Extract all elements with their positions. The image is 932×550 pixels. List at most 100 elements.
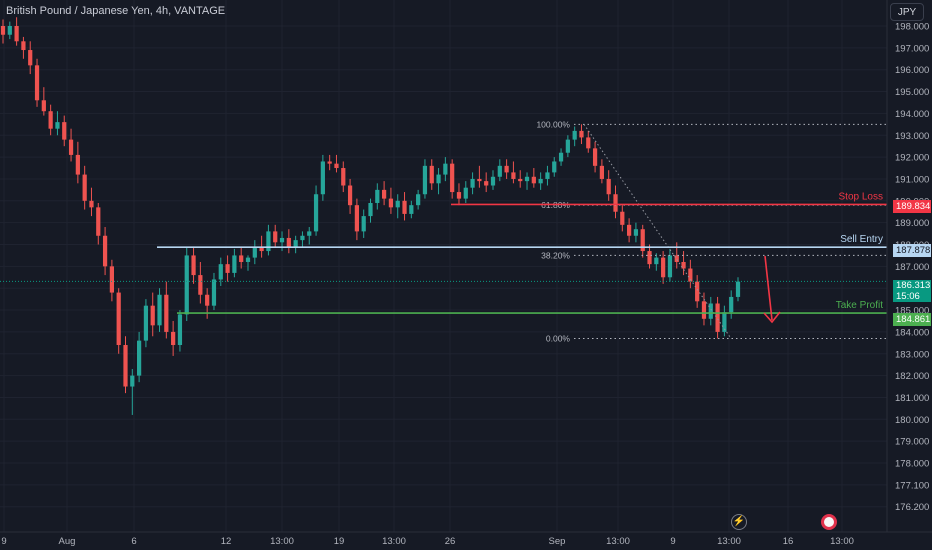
candle-body xyxy=(307,231,312,236)
time-tick-label: 9 xyxy=(1,536,6,547)
price-tick-label: 193.000 xyxy=(895,131,929,142)
record-icon[interactable] xyxy=(821,514,837,530)
candle-body xyxy=(722,312,727,332)
price-tick-label: 180.000 xyxy=(895,415,929,426)
price-tick-label: 191.000 xyxy=(895,174,929,185)
candle-body xyxy=(239,255,244,262)
candle-body xyxy=(28,50,33,66)
candle-body xyxy=(518,178,523,182)
sell-entry-label: Sell Entry xyxy=(840,234,883,245)
price-tick-label: 183.000 xyxy=(895,349,929,360)
take-profit-label: Take Profit xyxy=(836,300,883,311)
candle-body xyxy=(252,246,257,258)
candle-body xyxy=(232,255,237,273)
candle-body xyxy=(558,152,564,162)
time-tick-label: 19 xyxy=(334,536,345,547)
price-tick-label: 187.000 xyxy=(895,262,929,273)
sell-entry-price-tag: 187.878 xyxy=(893,244,931,257)
candle-body xyxy=(627,224,632,236)
candle-series xyxy=(0,17,741,415)
candle-body xyxy=(334,163,339,169)
candle-body xyxy=(0,26,6,35)
current-price-tag: 186.313 15:06 xyxy=(893,280,931,302)
candle-body xyxy=(143,305,149,341)
price-tick-label: 184.000 xyxy=(895,327,929,338)
candle-body xyxy=(647,251,652,265)
candle-body xyxy=(592,148,598,166)
candle-body xyxy=(82,174,87,201)
candle-body xyxy=(477,178,482,182)
candle-body xyxy=(273,231,278,243)
time-tick-label: 13:00 xyxy=(717,536,741,547)
candle-body xyxy=(422,165,428,195)
price-tick-label: 182.000 xyxy=(895,371,929,382)
time-axis[interactable]: 9 Aug 6 12 13:00 19 13:00 26 Sep 13:00 9 13:00 16 13:… xyxy=(1,536,854,547)
projection-arrow xyxy=(763,255,781,324)
candle-body xyxy=(171,331,176,346)
candle-body xyxy=(715,303,720,332)
candle-body xyxy=(62,122,67,140)
candle-body xyxy=(205,294,210,306)
candle-body xyxy=(708,303,713,319)
candle-body xyxy=(300,235,305,241)
candle-body xyxy=(245,257,251,262)
price-tick-label: 194.000 xyxy=(895,109,929,120)
candle-body xyxy=(375,189,380,203)
candle-body xyxy=(225,264,230,273)
fib-level-label: 38.20% xyxy=(541,250,570,260)
candle-body xyxy=(279,237,285,243)
candle-body xyxy=(89,200,94,208)
stop-loss-label: Stop Loss xyxy=(839,191,883,202)
candle-body xyxy=(538,178,543,184)
lightning-icon[interactable]: ⚡ xyxy=(731,514,747,530)
candle-body xyxy=(674,255,679,262)
candle-body xyxy=(75,154,80,175)
candle-body xyxy=(327,161,332,164)
price-tick-label: 181.000 xyxy=(895,393,929,404)
candle-body xyxy=(661,257,666,278)
candle-body xyxy=(123,345,128,387)
candle-body xyxy=(259,246,264,252)
candle-body xyxy=(164,294,169,332)
price-tick-label: 198.000 xyxy=(895,22,929,33)
time-tick-label: 6 xyxy=(131,536,136,547)
grid-lines xyxy=(0,0,887,532)
candle-body xyxy=(48,111,53,129)
time-tick-label: 12 xyxy=(221,536,232,547)
current-price-value: 186.313 xyxy=(896,280,931,291)
price-tick-label: 177.100 xyxy=(895,480,929,491)
candle-body xyxy=(640,229,645,252)
candle-body xyxy=(463,187,468,199)
price-axis[interactable]: 198.000 197.000 196.000 195.000 194.000 193.0… xyxy=(895,22,929,514)
candle-body xyxy=(7,26,12,35)
candle-body xyxy=(470,178,475,188)
fib-trend-line xyxy=(583,124,732,339)
candle-body xyxy=(429,165,434,184)
candle-body xyxy=(572,130,577,140)
candle-body xyxy=(198,275,203,295)
candle-body xyxy=(552,161,557,173)
price-tick-label: 189.000 xyxy=(895,218,929,229)
time-tick-label: 16 xyxy=(783,536,794,547)
candle-body xyxy=(701,301,707,319)
candle-body xyxy=(266,231,271,252)
currency-button[interactable]: JPY xyxy=(890,3,924,21)
candle-body xyxy=(313,194,319,232)
candle-body xyxy=(511,172,516,179)
candle-body xyxy=(320,161,325,195)
candle-body xyxy=(361,216,366,232)
candle-body xyxy=(177,314,183,346)
candle-body xyxy=(586,137,591,149)
price-tick-label: 192.000 xyxy=(895,153,929,164)
candle-body xyxy=(68,139,74,155)
symbol-title[interactable]: British Pound / Japanese Yen, 4h, VANTAG… xyxy=(6,5,226,17)
trade-levels[interactable]: Stop Loss Sell Entry Take Profit xyxy=(0,191,887,314)
candle-body xyxy=(130,375,135,387)
candle-body xyxy=(667,255,673,278)
candle-body xyxy=(695,281,700,302)
candle-body xyxy=(620,211,625,225)
current-price-countdown: 15:06 xyxy=(896,291,920,302)
candle-body xyxy=(116,292,121,346)
candle-body xyxy=(633,229,639,236)
